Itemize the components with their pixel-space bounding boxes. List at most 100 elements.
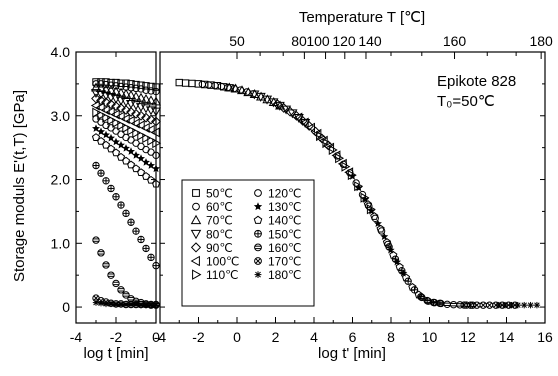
data-point — [101, 97, 111, 108]
data-point — [401, 273, 411, 282]
data-point — [352, 179, 360, 187]
data-point — [132, 151, 140, 159]
legend-marker — [254, 229, 262, 238]
data-point — [328, 144, 338, 156]
data-point — [132, 227, 140, 235]
data-point — [152, 164, 160, 173]
legend-marker — [190, 229, 202, 240]
left-x-axis-title: log t [min] — [83, 345, 148, 362]
data-point — [211, 81, 219, 90]
data-point — [115, 87, 127, 97]
data-point — [137, 130, 147, 141]
data-point — [152, 138, 162, 149]
data-point — [105, 85, 117, 94]
data-point — [111, 148, 121, 157]
data-point — [102, 112, 112, 123]
data-point — [145, 95, 157, 105]
data-point — [122, 122, 132, 133]
data-point — [147, 135, 157, 146]
legend-label: 120℃ — [268, 187, 302, 201]
data-point — [410, 286, 419, 294]
data-point — [137, 85, 145, 93]
legend-label: 70℃ — [206, 214, 233, 228]
data-point — [333, 152, 341, 160]
data-point — [278, 103, 289, 113]
data-point — [217, 82, 226, 91]
top-tick-label: 120 — [332, 33, 356, 49]
data-point — [533, 301, 541, 309]
x-tick-label: 14 — [499, 329, 515, 345]
data-point — [285, 106, 296, 117]
legend-marker — [190, 214, 202, 225]
data-point — [121, 156, 131, 165]
legend-label: 60℃ — [206, 200, 233, 214]
data-point — [106, 99, 116, 110]
legend-marker — [192, 202, 200, 211]
data-point — [367, 206, 376, 215]
data-point — [122, 209, 130, 218]
data-point — [385, 243, 393, 251]
data-point — [205, 81, 213, 89]
layer-marks — [90, 78, 541, 309]
data-point — [527, 301, 534, 309]
data-point — [95, 83, 107, 93]
legend-label: 140℃ — [268, 214, 302, 228]
legend-marker — [190, 242, 202, 253]
data-point — [127, 147, 135, 155]
data-point — [97, 169, 105, 177]
data-point — [147, 253, 155, 262]
y-tick-label: 4.0 — [51, 44, 71, 60]
data-point — [485, 301, 494, 309]
data-point — [112, 279, 120, 288]
data-point — [389, 250, 398, 259]
data-point — [147, 161, 155, 169]
data-point — [443, 300, 451, 309]
x-tick-label: -2 — [192, 329, 205, 345]
data-point — [92, 80, 100, 88]
data-point — [107, 271, 115, 279]
data-point — [404, 277, 412, 285]
top-tick-label: 80 — [291, 33, 307, 49]
legend-label: 100℃ — [206, 255, 240, 269]
data-point — [132, 127, 142, 139]
data-point — [141, 172, 151, 180]
data-point — [398, 267, 406, 275]
data-point — [152, 261, 160, 270]
x-tick-label: -2 — [110, 329, 123, 345]
data-point — [449, 300, 458, 309]
data-point — [112, 193, 120, 201]
data-point — [107, 81, 115, 89]
legend-label: 50℃ — [206, 187, 233, 201]
data-point — [97, 80, 105, 88]
data-point — [111, 101, 121, 112]
x-tick-label: 16 — [537, 329, 553, 345]
data-point — [380, 232, 389, 241]
data-point — [508, 301, 515, 309]
data-point — [127, 125, 137, 136]
data-point — [102, 177, 110, 185]
legend-label: 170℃ — [268, 255, 302, 269]
legend-marker — [254, 271, 262, 278]
data-point — [255, 92, 266, 102]
data-point — [198, 80, 207, 88]
legend-label: 160℃ — [268, 241, 302, 255]
x-tick-label: 0 — [233, 329, 241, 345]
data-point — [479, 301, 487, 309]
top-tick-label: 140 — [358, 33, 382, 49]
x-tick-label: 12 — [460, 329, 476, 345]
data-point — [142, 158, 150, 166]
data-point — [117, 140, 125, 149]
data-point — [142, 133, 152, 144]
data-point — [107, 115, 117, 126]
legend-box — [181, 179, 315, 307]
data-point — [150, 107, 162, 117]
data-point — [106, 144, 116, 153]
data-point — [335, 153, 345, 164]
data-point — [339, 160, 348, 169]
data-point — [151, 116, 161, 127]
data-point — [137, 301, 145, 309]
data-point — [272, 99, 283, 110]
data-point — [236, 85, 248, 95]
data-point — [131, 108, 141, 119]
data-point — [141, 112, 151, 123]
